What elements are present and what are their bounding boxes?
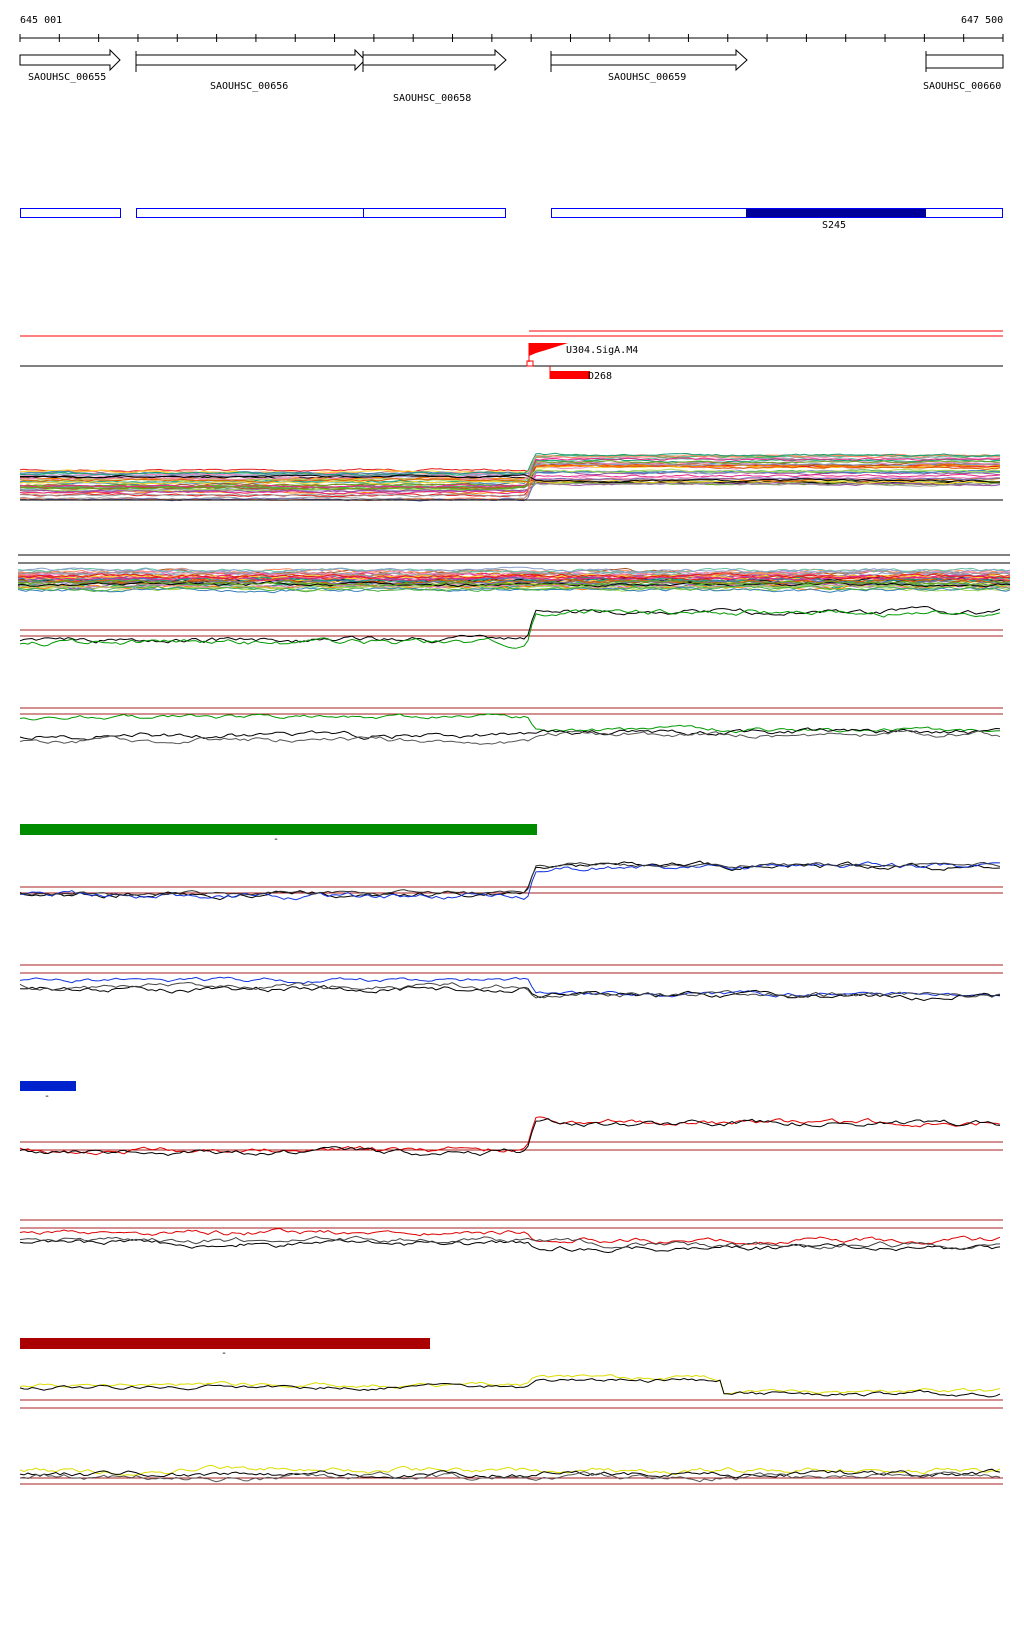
gene-label: SAOUHSC_00656: [210, 81, 288, 92]
expression-line: [19, 1227, 1001, 1245]
expression-line: [17, 585, 1011, 593]
expression-line: [19, 1377, 1001, 1398]
expression-line: [19, 461, 1001, 478]
condition-bar-red[interactable]: [20, 1338, 430, 1349]
gene-SAOUHSC_00656[interactable]: SAOUHSC_00656: [135, 48, 366, 92]
expression-line: [17, 574, 1011, 582]
segment[interactable]: [136, 208, 364, 218]
strand-label: -: [273, 834, 279, 845]
strand-label: -: [44, 1091, 50, 1102]
promoter-marker: [526, 360, 534, 367]
expression-line: [19, 984, 1001, 1002]
condition-bar-green[interactable]: [20, 824, 537, 835]
expression-line: [19, 479, 1001, 485]
expression-line: [19, 460, 1001, 491]
expression-line: [19, 976, 1001, 998]
segment-track: S245: [20, 208, 1003, 231]
expression-line: [19, 1374, 1001, 1395]
expression-line: [19, 713, 1001, 734]
gene-label: SAOUHSC_00658: [393, 93, 471, 104]
expression-line: [19, 1468, 1001, 1479]
expression-line: [19, 1235, 1001, 1251]
expression-line: [19, 727, 1001, 741]
expression-line: [19, 861, 1001, 897]
condition-bar-blue[interactable]: [20, 1081, 76, 1091]
expression-line: [17, 568, 1011, 577]
segment[interactable]: [363, 208, 506, 218]
expression-line: [17, 567, 1011, 574]
gene-SAOUHSC_00658[interactable]: SAOUHSC_00658: [362, 48, 507, 104]
expression-line: [17, 579, 1010, 587]
expression-tracks: [17, 452, 1011, 1485]
expression-line: [17, 572, 1011, 580]
ruler-end-label: 647 500: [961, 15, 1003, 26]
segment[interactable]: [20, 208, 121, 218]
expression-line: [19, 608, 1001, 649]
ruler-start-label: 645 001: [20, 15, 62, 26]
expression-line: [19, 479, 1000, 492]
expression-line: [19, 463, 1000, 481]
expression-line: [19, 1118, 1001, 1157]
expression-line: [19, 452, 1000, 476]
expression-line: [19, 454, 1001, 485]
region-label: D268: [588, 371, 612, 382]
gene-SAOUHSC_00660[interactable]: SAOUHSC_00660: [923, 51, 1004, 92]
expression-line: [17, 566, 1011, 574]
expression-line: [19, 481, 1001, 498]
expression-line: [17, 586, 1011, 594]
expression-line: [19, 605, 1001, 644]
expression-line: [19, 1471, 1001, 1483]
expression-line: [19, 457, 1001, 489]
segment-label: S245: [822, 220, 846, 231]
gene-label: SAOUHSC_00655: [28, 72, 106, 83]
position-ruler: 645 001 647 500: [19, 15, 1004, 42]
gene-SAOUHSC_00655[interactable]: SAOUHSC_00655: [19, 48, 121, 83]
expression-line: [19, 482, 1001, 494]
gene-label: SAOUHSC_00660: [923, 81, 1001, 92]
strand-label: -: [221, 1348, 227, 1359]
gene-SAOUHSC_00659[interactable]: SAOUHSC_00659: [550, 48, 748, 83]
promoter-label: U304.SigA.M4: [566, 345, 638, 356]
expression-line: [19, 981, 1001, 999]
expression-line: [19, 1464, 1001, 1476]
segment-highlight[interactable]: [746, 209, 926, 217]
expression-line: [19, 1116, 1001, 1156]
gene-track: SAOUHSC_00655 SAOUHSC_00656 SAOUHSC_0065…: [19, 48, 1004, 104]
region-feature[interactable]: [550, 371, 590, 379]
expression-line: [19, 729, 1001, 745]
feature-track: U304.SigA.M4 D268: [20, 330, 1003, 382]
expression-line: [19, 474, 1001, 483]
gene-label: SAOUHSC_00659: [608, 72, 686, 83]
promoter-flag-icon[interactable]: [529, 343, 568, 356]
